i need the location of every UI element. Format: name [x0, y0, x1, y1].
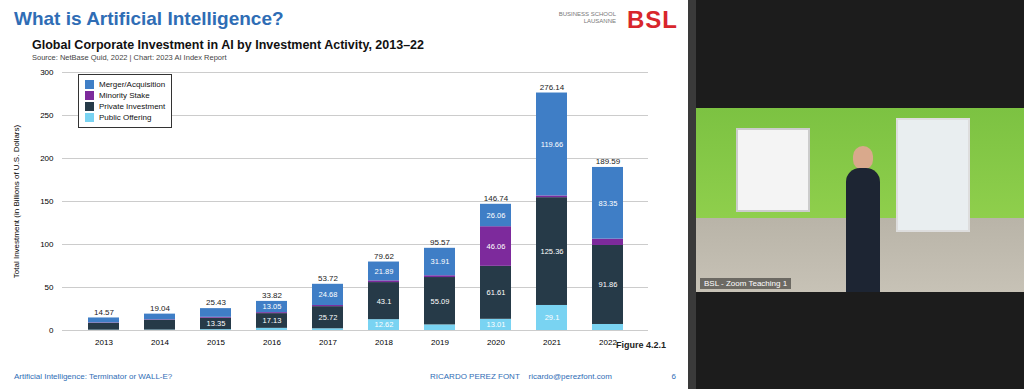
svg-text:2019: 2019: [431, 338, 449, 347]
svg-text:2016: 2016: [263, 338, 281, 347]
svg-text:0: 0: [49, 326, 54, 335]
html-text:Private Investment: Private Investment: [99, 102, 166, 111]
svg-text:31.91: 31.91: [431, 257, 450, 266]
svg-text:19.04: 19.04: [150, 304, 171, 313]
svg-text:2014: 2014: [151, 338, 169, 347]
html-text:BUSINESS SCHOOL LAUSANNE: BUSINESS SCHOOL LAUSANNE: [558, 11, 616, 24]
svg-text:150: 150: [40, 197, 54, 206]
svg-text:2018: 2018: [375, 338, 393, 347]
svg-text:2013: 2013: [95, 338, 113, 347]
svg-text:26.06: 26.06: [487, 211, 506, 220]
html-text:Figure 4.2.1: Figure 4.2.1: [616, 340, 666, 350]
svg-text:189.59: 189.59: [596, 157, 621, 166]
html-text:Public Offering: Public Offering: [99, 113, 152, 122]
svg-text:61.61: 61.61: [487, 288, 506, 297]
svg-text:125.36: 125.36: [541, 247, 564, 256]
svg-text:2021: 2021: [543, 338, 561, 347]
svg-text:13.35: 13.35: [207, 319, 226, 328]
svg-text:21.89: 21.89: [375, 267, 394, 276]
html-text:Minority Stake: Minority Stake: [99, 91, 150, 100]
svg-text:119.66: 119.66: [541, 140, 563, 149]
svg-text:100: 100: [40, 240, 54, 249]
svg-text:13.05: 13.05: [263, 302, 282, 311]
svg-text:14.57: 14.57: [94, 308, 115, 317]
html-text:BSL: BSL: [627, 6, 678, 33]
svg-text:29.1: 29.1: [545, 313, 560, 322]
html-text:Global Corporate Investment in: Global Corporate Investment in AI by Inv…: [32, 38, 424, 52]
svg-text:13.01: 13.01: [487, 320, 506, 329]
svg-text:46.06: 46.06: [487, 242, 506, 251]
html-text:6: 6: [671, 372, 676, 381]
svg-text:55.09: 55.09: [431, 297, 450, 306]
svg-text:2015: 2015: [207, 338, 225, 347]
svg-text:200: 200: [40, 154, 54, 163]
svg-text:79.62: 79.62: [374, 252, 395, 261]
svg-text:25.43: 25.43: [206, 298, 227, 307]
svg-text:2017: 2017: [319, 338, 337, 347]
svg-text:2020: 2020: [487, 338, 505, 347]
svg-text:50: 50: [45, 283, 54, 292]
svg-text:95.57: 95.57: [430, 238, 451, 247]
svg-text:276.14: 276.14: [540, 83, 565, 92]
svg-text:146.74: 146.74: [484, 194, 509, 203]
svg-text:17.13: 17.13: [263, 316, 282, 325]
svg-text:91.86: 91.86: [599, 280, 618, 289]
html-text:BSL - Zoom Teaching 1: BSL - Zoom Teaching 1: [704, 279, 788, 288]
svg-text:25.72: 25.72: [319, 313, 338, 322]
svg-text:12.62: 12.62: [375, 320, 394, 329]
svg-text:300: 300: [40, 68, 54, 77]
svg-text:53.72: 53.72: [318, 274, 339, 283]
html-text:Merger/Acquisition: Merger/Acquisition: [99, 80, 166, 89]
svg-text:250: 250: [40, 111, 54, 120]
html-text:What is Artificial Intelligenc: What is Artificial Intelligence?: [14, 8, 284, 29]
svg-text:24.68: 24.68: [319, 290, 338, 299]
svg-text:83.35: 83.35: [599, 199, 618, 208]
html-text:RICARDO PEREZ FONT ricardo@per: RICARDO PEREZ FONT ricardo@perezfont.com: [430, 372, 612, 381]
svg-text:43.1: 43.1: [377, 297, 392, 306]
svg-text:Total Investment (in Billions: Total Investment (in Billions of U.S. Do…: [12, 124, 21, 278]
html-text:Source: NetBase Quid, 2022 | C: Source: NetBase Quid, 2022 | Chart: 2023…: [32, 53, 227, 62]
svg-text:33.82: 33.82: [262, 291, 283, 300]
html-text:Artificial Intelligence: Termi: Artificial Intelligence: Terminator or W…: [14, 372, 173, 381]
svg-text:2022: 2022: [599, 338, 617, 347]
